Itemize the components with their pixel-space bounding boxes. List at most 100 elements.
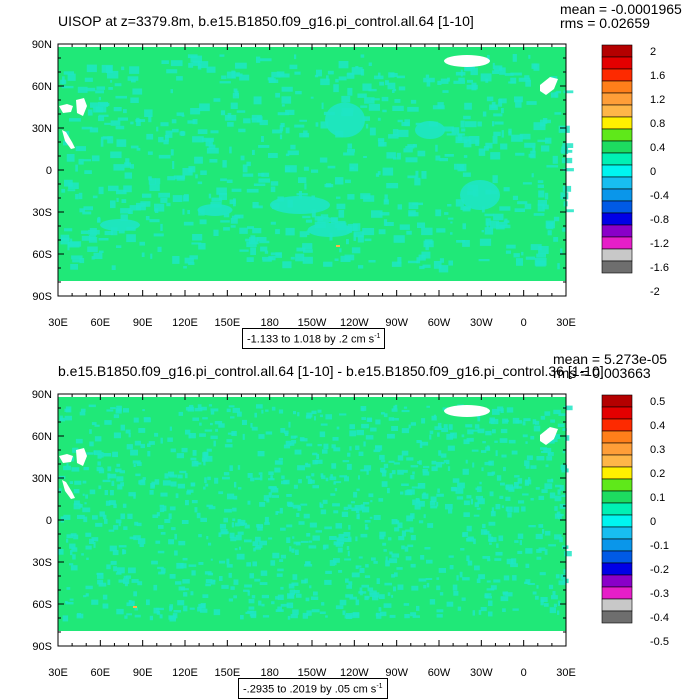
colorbar-swatch bbox=[601, 514, 633, 528]
colorbar-label: -0.1 bbox=[650, 540, 669, 552]
field-texture bbox=[58, 404, 573, 622]
colorbar-swatch bbox=[601, 418, 633, 432]
longitude-label: 30E bbox=[556, 317, 576, 329]
longitude-label: 150E bbox=[214, 317, 240, 329]
land-mask-coast bbox=[62, 130, 75, 149]
colorbar-swatch bbox=[601, 56, 633, 70]
colorbar-swatch bbox=[601, 430, 633, 444]
colorbar-swatch bbox=[601, 152, 633, 166]
colorbar-label: 0 bbox=[650, 516, 656, 528]
colorbar-label: -1.2 bbox=[650, 238, 669, 250]
latitude-label: 60N bbox=[32, 431, 52, 443]
colorbar-swatch bbox=[601, 526, 633, 540]
longitude-label: 30W bbox=[470, 317, 493, 329]
unit-exponent: -1 bbox=[376, 683, 383, 690]
longitude-label: 180 bbox=[260, 667, 278, 679]
colorbar-swatch bbox=[601, 104, 633, 118]
colorbar-swatch bbox=[601, 550, 633, 564]
longitude-label: 90W bbox=[385, 317, 408, 329]
map-title: UISOP at z=3379.8m, b.e15.B1850.f09_g16.… bbox=[58, 13, 474, 29]
field-hotspot bbox=[133, 606, 137, 608]
longitude-label: 30E bbox=[48, 317, 68, 329]
colorbar-label: -0.2 bbox=[650, 564, 669, 576]
longitude-label: 30E bbox=[48, 667, 68, 679]
colorbar-label: 0.4 bbox=[650, 142, 665, 154]
colorbar-swatch bbox=[601, 164, 633, 178]
latitude-label: 60S bbox=[32, 249, 52, 261]
colorbar-label: -0.4 bbox=[650, 612, 669, 624]
colorbar-swatch bbox=[601, 586, 633, 600]
colorbar-label: -0.3 bbox=[650, 588, 669, 600]
contour-range-text: -.2935 to .2019 by .05 cm s bbox=[243, 683, 377, 696]
longitude-label: 150E bbox=[214, 667, 240, 679]
field-texture bbox=[60, 54, 574, 273]
contour-range-box: -1.133 to 1.018 by .2 cm s-1 bbox=[242, 328, 386, 349]
land-mask-coast bbox=[62, 480, 75, 499]
colorbar-swatch bbox=[601, 478, 633, 492]
latitude-label: 30S bbox=[32, 557, 52, 569]
colorbar-swatch bbox=[601, 236, 633, 250]
colorbar-label: -0.4 bbox=[650, 190, 669, 202]
longitude-label: 90E bbox=[133, 317, 153, 329]
colorbar-swatch bbox=[601, 562, 633, 576]
latitude-label: 90S bbox=[32, 291, 52, 303]
latitude-label: 90N bbox=[32, 39, 52, 51]
map-panel-1: UISOP at z=3379.8m, b.e15.B1850.f09_g16.… bbox=[32, 2, 682, 349]
colorbar-swatch bbox=[601, 44, 633, 58]
longitude-label: 60E bbox=[91, 667, 111, 679]
latitude-label: 0 bbox=[46, 165, 52, 177]
colorbar-swatch bbox=[601, 80, 633, 94]
unit-exponent: -1 bbox=[374, 333, 381, 340]
land-mask-coast bbox=[540, 427, 558, 445]
longitude-label: 30E bbox=[556, 667, 576, 679]
colorbar-swatch bbox=[601, 116, 633, 130]
colorbar-swatch bbox=[601, 248, 633, 262]
longitude-label: 0 bbox=[521, 317, 527, 329]
colorbar: 2 1.6 1.2 0.8 0.4 0 -0.4 -0.8 -1.2 -1.6 -2 bbox=[601, 44, 669, 298]
rms-value: rms = 0.02659 bbox=[560, 15, 650, 31]
colorbar-swatch bbox=[601, 92, 633, 106]
colorbar-swatch bbox=[601, 406, 633, 420]
land-mask-coast bbox=[540, 77, 558, 95]
latitude-label: 30N bbox=[32, 123, 52, 135]
colorbar-swatch bbox=[601, 574, 633, 588]
colorbar-swatch bbox=[601, 128, 633, 142]
colorbar-label: 0.8 bbox=[650, 118, 665, 130]
colorbar-label: -1.6 bbox=[650, 262, 669, 274]
colorbar-swatch bbox=[601, 188, 633, 202]
colorbar: 0.5 0.4 0.3 0.2 0.1 0 -0.1 -0.2 -0.3 -0.4 -0.5 bbox=[601, 394, 669, 648]
latitude-label: 30N bbox=[32, 473, 52, 485]
longitude-label: 60W bbox=[428, 317, 451, 329]
latitude-label: 30S bbox=[32, 207, 52, 219]
map-plot: 90N 60N 30N 0 30S 60S 90S 30E 60E 90E 120E 150E 180 1… bbox=[32, 39, 669, 329]
latitude-label: 60S bbox=[32, 599, 52, 611]
colorbar-swatch bbox=[601, 200, 633, 214]
colorbar-swatch bbox=[601, 260, 633, 274]
longitude-label: 30W bbox=[470, 667, 493, 679]
colorbar-swatch bbox=[601, 224, 633, 238]
contour-range-box: -.2935 to .2019 by .05 cm s-1 bbox=[238, 678, 388, 699]
map-title: b.e15.B1850.f09_g16.pi_control.all.64 [1… bbox=[58, 363, 604, 379]
colorbar-swatch bbox=[601, 394, 633, 408]
colorbar-label: 0.2 bbox=[650, 468, 665, 480]
colorbar-swatch bbox=[601, 442, 633, 456]
field-background bbox=[58, 394, 566, 646]
colorbar-label: 2 bbox=[650, 46, 656, 58]
colorbar-label: 1.6 bbox=[650, 70, 665, 82]
colorbar-swatch bbox=[601, 68, 633, 82]
colorbar-label: 0.4 bbox=[650, 420, 665, 432]
colorbar-swatch bbox=[601, 454, 633, 468]
colorbar-label: -2 bbox=[650, 286, 660, 298]
longitude-label: 120W bbox=[340, 317, 369, 329]
map-panel-2: b.e15.B1850.f09_g16.pi_control.all.64 [1… bbox=[0, 350, 700, 700]
colorbar-swatch bbox=[601, 466, 633, 480]
mean-value: mean = 5.273e-05 bbox=[553, 351, 668, 367]
land-mask-coast bbox=[59, 448, 87, 466]
colorbar-label: 0 bbox=[650, 166, 656, 178]
colorbar-swatch bbox=[601, 598, 633, 612]
longitude-label: 120E bbox=[172, 317, 198, 329]
latitude-label: 60N bbox=[32, 81, 52, 93]
land-mask-island bbox=[444, 55, 490, 67]
longitude-label: 150W bbox=[298, 667, 327, 679]
longitude-label: 60E bbox=[91, 317, 111, 329]
